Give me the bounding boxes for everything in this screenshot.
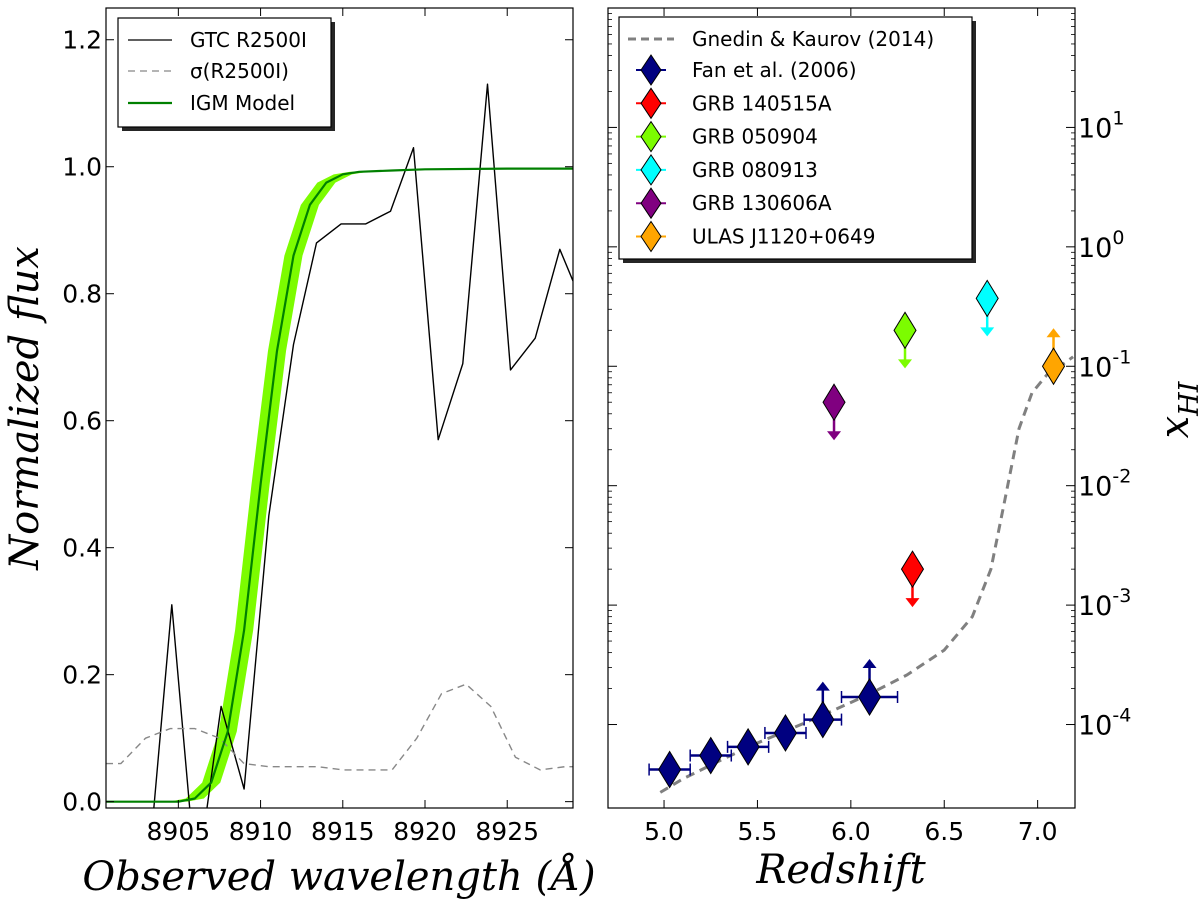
neutral-fraction-legend-box xyxy=(618,16,973,260)
legend-ulas-j1120-0649-label: ULAS J1120+0649 xyxy=(692,225,875,249)
spectrum-panel: 8905 8910 8915 8920 8925 0.0 0.2 0.4 0.6 0.8 1.0 1.… xyxy=(2,7,596,900)
series-line-r2500i xyxy=(106,683,573,771)
grb-080913-point-0-upper-limit-arrow-head xyxy=(980,327,995,337)
fan-et-al-2006-point-1-marker xyxy=(699,736,723,775)
ulas-j1120-0649-point-0-marker xyxy=(1041,347,1066,386)
spectrum-legend: GTC R2500I σ(R2500I) IGM Model xyxy=(117,17,335,131)
redshift-tick-label-6: 6.0 xyxy=(831,817,871,846)
xhi-tick-label-2: 10-2 xyxy=(1078,466,1131,503)
legend-fan-et-al-2006-marker xyxy=(640,54,662,86)
series-line-gtc-r2500i xyxy=(153,83,573,808)
neutral-fraction-legend: Gnedin & Kaurov (2014) Fan et al. (2006)… xyxy=(618,16,976,263)
legend-grb-050904-label: GRB 050904 xyxy=(692,125,818,149)
ulas-j1120-0649-point-0-lower-limit-arrow-head xyxy=(1046,328,1061,338)
legend-label-gtc: GTC R2500I xyxy=(190,28,307,52)
legend-grb-080913-label: GRB 080913 xyxy=(692,158,818,182)
redshift-axis-label: Redshift xyxy=(755,847,926,893)
redshift-tick-label-6.5: 6.5 xyxy=(924,817,964,846)
fan-et-al-2006-point-3-marker xyxy=(773,713,798,752)
neutral-fraction-plot-area xyxy=(648,279,1074,794)
neutral-fraction-ticks: 5.0 5.5 6.0 6.5 7.0 10-4 10-3 10-2 10-1 100 101 xyxy=(608,8,1131,846)
redshift-tick-label-5.5: 5.5 xyxy=(738,817,778,846)
xhi-tick-label-5: 101 xyxy=(1078,107,1124,144)
xhi-tick-label-3: 10-1 xyxy=(1078,346,1131,383)
x-tick-label-8920: 8920 xyxy=(393,817,457,846)
x-tick-label-8925: 8925 xyxy=(475,817,539,846)
series-line-igm-model xyxy=(106,167,573,803)
grb-140515a-point-0-upper-limit-arrow-head xyxy=(905,598,920,608)
y-tick-label-0.8: 0.8 xyxy=(62,280,102,309)
x-tick-label-8915: 8915 xyxy=(311,817,375,846)
legend-grb-140515a-label: GRB 140515A xyxy=(692,91,832,115)
fan-et-al-2006-point-0-marker xyxy=(658,750,682,789)
xhi-tick-label-4: 100 xyxy=(1078,227,1124,264)
xhi-tick-label-0: 10-4 xyxy=(1078,705,1131,742)
x-tick-label-8910: 8910 xyxy=(229,817,293,846)
spectrum-y-axis-label: Normalized flux xyxy=(2,246,48,571)
spectrum-ticks: 8905 8910 8915 8920 8925 0.0 0.2 0.4 0.6 0.8 1.0 1.… xyxy=(62,8,573,846)
xhi-tick-label-1: 10-3 xyxy=(1078,585,1131,622)
legend-grb-050904-marker xyxy=(640,120,662,153)
legend-label-igm: IGM Model xyxy=(190,91,295,115)
grb-050904-point-0-upper-limit-arrow-head xyxy=(898,359,913,369)
legend-fan-et-al-2006-label: Fan et al. (2006) xyxy=(692,58,857,82)
y-tick-label-0: 0.0 xyxy=(62,788,102,817)
neutral-fraction-axes-frame xyxy=(607,7,1076,809)
spectrum-legend-box xyxy=(117,17,332,128)
grb-130606a-point-0-marker xyxy=(822,383,846,422)
legend-grb-130606a-marker xyxy=(640,187,662,220)
spectrum-plot-area xyxy=(106,83,573,808)
y-tick-label-0.6: 0.6 xyxy=(62,407,102,436)
grb-140515a-point-0-marker xyxy=(900,550,925,589)
neutral-fraction-panel: 5.0 5.5 6.0 6.5 7.0 10-4 10-3 10-2 10-1 100 101 Re… xyxy=(607,7,1200,893)
legend-grb-130606a-label: GRB 130606A xyxy=(692,191,832,215)
legend-label-gnedin: Gnedin & Kaurov (2014) xyxy=(692,27,934,51)
fan-et-al-2006-point-2-marker xyxy=(736,727,760,766)
y-tick-label-0.4: 0.4 xyxy=(62,534,102,563)
redshift-tick-label-5: 5.0 xyxy=(644,817,684,846)
x-tick-label-8905: 8905 xyxy=(147,817,211,846)
grb-050904-point-0-marker xyxy=(893,311,917,350)
legend-label-sigma: σ(R2500I) xyxy=(190,59,289,83)
spectrum-x-axis-label: Observed wavelength (Å) xyxy=(82,853,595,900)
y-tick-label-0.2: 0.2 xyxy=(62,661,102,690)
y-tick-label-1: 1.0 xyxy=(62,153,102,182)
fan-et-al-2006-point-4-marker xyxy=(811,700,835,739)
spectrum-axes-frame xyxy=(105,7,574,809)
y-tick-label-1.2: 1.2 xyxy=(62,26,102,55)
redshift-tick-label-7: 7.0 xyxy=(1018,817,1058,846)
fan-et-al-2006-point-5-lower-limit-arrow-head xyxy=(862,659,877,669)
legend-ulas-j1120-0649-marker xyxy=(640,220,662,253)
fan-et-al-2006-point-5-marker xyxy=(857,678,882,716)
legend-grb-080913-marker xyxy=(640,153,662,186)
grb-080913-point-0-marker xyxy=(975,279,999,318)
legend-grb-140515a-marker xyxy=(640,87,662,120)
fan-et-al-2006-point-4-lower-limit-arrow-head xyxy=(815,681,830,691)
grb-130606a-point-0-upper-limit-arrow-head xyxy=(827,431,842,441)
